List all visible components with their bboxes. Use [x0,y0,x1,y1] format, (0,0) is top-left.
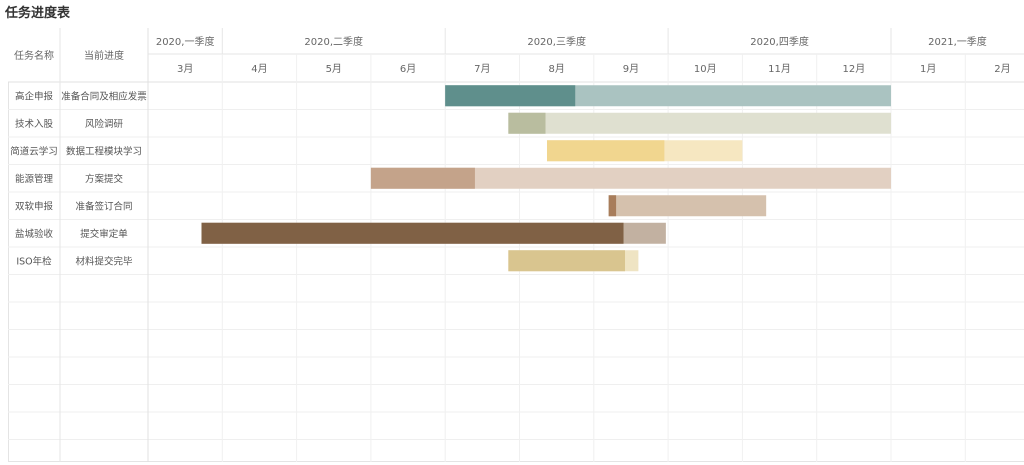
task-name: 双软申报 [15,200,54,212]
progress-header: 当前进度 [84,49,124,62]
gantt-bar-completed [546,140,665,162]
month-label: 9月 [623,63,639,75]
gantt-bar-completed [445,85,576,107]
task-progress: 数据工程模块学习 [66,145,142,157]
gantt-bar-remaining [370,167,891,189]
quarter-label: 2021,一季度 [928,35,987,48]
quarter-label: 2020,三季度 [527,35,586,48]
task-name: ISO年检 [16,255,52,267]
quarter-label: 2020,一季度 [156,35,215,48]
task-progress: 方案提交 [85,173,124,185]
gantt-bar-completed [508,112,546,134]
gantt-bar-completed [508,250,626,272]
month-label: 12月 [842,63,865,75]
month-label: 5月 [326,63,342,75]
task-progress: 准备签订合同 [75,200,132,212]
task-name: 高企申报 [15,90,54,102]
gantt-bar-remaining [508,112,891,134]
task-progress: 提交审定单 [80,228,128,240]
gantt-chart: 任务名称 当前进度 2020,一季度 2020,二季度 2020,三季度 2020,四季度… [8,28,1024,462]
task-progress: 风险调研 [85,118,124,130]
month-label: 10月 [694,63,717,75]
task-name-header: 任务名称 [14,49,54,62]
quarter-label: 2020,四季度 [750,35,809,48]
month-label: 2月 [994,63,1010,75]
month-label: 11月 [768,63,791,75]
gantt-bar-completed [608,195,617,217]
gantt-bar-remaining [608,195,767,217]
gantt-bar-completed [370,167,475,189]
month-label: 4月 [251,63,267,75]
quarter-label: 2020,二季度 [304,35,363,48]
month-label: 8月 [548,63,564,75]
month-label: 3月 [177,63,193,75]
header-background [8,28,1024,82]
task-progress: 材料提交完毕 [75,255,133,267]
task-name: 技术入股 [15,118,54,130]
gantt-bar-completed [201,222,624,244]
month-label: 7月 [474,63,490,75]
task-name: 简道云学习 [10,145,58,157]
month-label: 6月 [400,63,416,75]
month-label: 1月 [920,63,936,75]
task-name: 盐城验收 [15,228,54,240]
task-progress: 准备合同及相应发票 [61,90,147,102]
task-name: 能源管理 [15,173,54,185]
page-title: 任务进度表 [5,6,71,21]
